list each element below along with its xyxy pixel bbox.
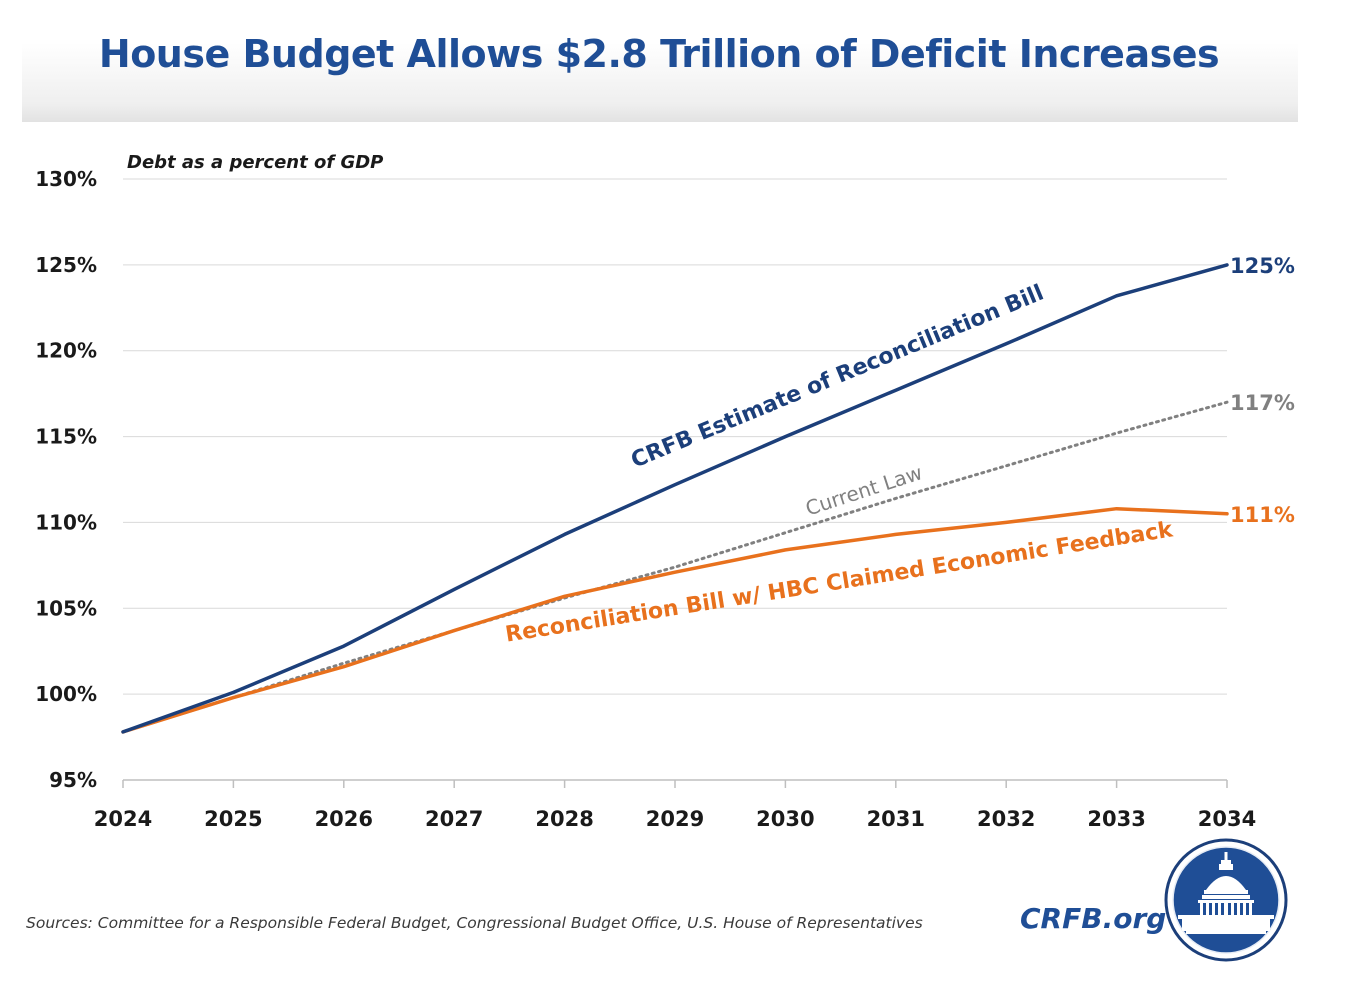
x-tick-label: 2025: [204, 807, 262, 831]
x-tick-label: 2026: [315, 807, 373, 831]
x-tick-label: 2030: [756, 807, 814, 831]
hbc-series-label: Reconciliation Bill w/ HBC Claimed Econo…: [504, 517, 1176, 648]
series-end-label: 125%: [1230, 254, 1295, 278]
y-axis-label: Debt as a percent of GDP: [127, 152, 383, 173]
x-tick-label: 2031: [867, 807, 925, 831]
y-tick-label: 105%: [35, 596, 97, 620]
y-tick-label: 130%: [35, 167, 97, 191]
sources-note: Sources: Committee for a Responsible Fed…: [26, 914, 923, 932]
chart-title: House Budget Allows $2.8 Trillion of Def…: [98, 32, 1220, 76]
title-banner: [22, 0, 1298, 122]
crfb-estimate-line: [121, 263, 1229, 734]
series-end-label: 111%: [1230, 503, 1295, 527]
current-law-series-label: Current Law: [802, 460, 925, 520]
x-tick-label: 2032: [977, 807, 1035, 831]
x-tick-label: 2024: [94, 807, 152, 831]
current-law-line: [121, 400, 1229, 734]
y-tick-label: 120%: [35, 339, 97, 363]
y-tick-label: 95%: [49, 768, 97, 792]
y-tick-label: 115%: [35, 425, 97, 449]
x-tick-label: 2028: [535, 807, 593, 831]
brand-logo-text: CRFB.org: [1020, 902, 1167, 935]
hbc-feedback-line: [121, 506, 1229, 734]
x-tick-label: 2027: [425, 807, 483, 831]
y-tick-label: 125%: [35, 253, 97, 277]
x-tick-label: 2033: [1087, 807, 1145, 831]
y-tick-label: 100%: [35, 682, 97, 706]
x-tick-label: 2029: [646, 807, 704, 831]
x-tick-label: 2034: [1198, 807, 1256, 831]
y-tick-label: 110%: [35, 510, 97, 534]
series-end-label: 117%: [1230, 391, 1295, 415]
capitol-seal-icon: [1164, 838, 1288, 962]
crfb-series-label: CRFB Estimate of Reconciliation Bill: [628, 280, 1048, 473]
